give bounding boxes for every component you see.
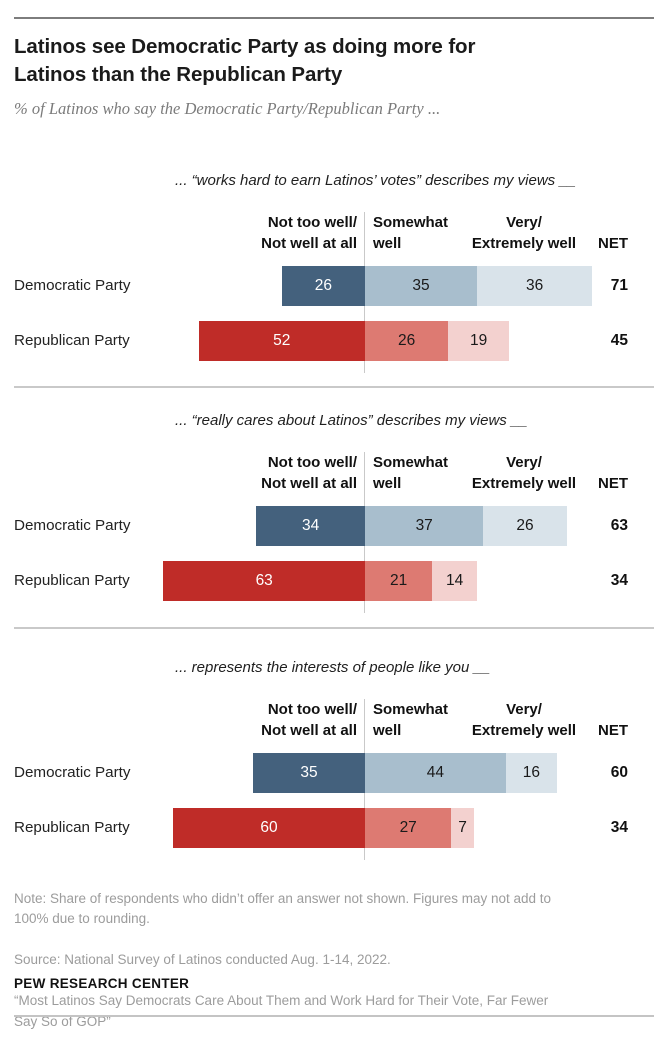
bottom-rule [14,1015,654,1017]
column-header-somewhat-well: Somewhat well [373,454,449,492]
row-label-republican: Republican Party [14,572,130,589]
net-value: 63 [610,517,628,534]
footer-report-title: “Most Latinos Say Democrats Care About T… [14,993,549,1029]
bar-segment-somewhat-well: 21 [365,561,433,601]
bar-segment-somewhat-well: 27 [365,808,452,848]
bar-row-democratic: Democratic Party 34 37 26 63 [0,506,668,546]
column-header-very-well: Very/ Extremely well [471,701,577,739]
bar-segment-somewhat-well: 44 [365,753,506,793]
row-label-republican: Republican Party [14,332,130,349]
footer-notes: Note: Share of respondents who didn’t of… [14,868,654,1039]
page-subtitle: % of Latinos who say the Democratic Part… [14,99,441,118]
bar-segment-not-well: 52 [198,321,365,361]
row-label-democratic: Democratic Party [14,277,131,294]
pew-research-center-wordmark: PEW RESEARCH CENTER [14,976,190,991]
bar-row-republican: Republican Party 52 26 19 45 [0,321,668,361]
column-header-somewhat-well: Somewhat well [373,701,449,739]
page-title: Latinos see Democratic Party as doing mo… [14,35,476,86]
section-separator [14,627,654,629]
section-title: ... represents the interests of people l… [175,659,491,676]
bar-row-democratic: Democratic Party 35 44 16 60 [0,753,668,793]
section-title: ... “works hard to earn Latinos’ votes” … [175,172,577,189]
column-header-not-well: Not too well/ Not well at all [261,214,357,252]
net-value: 45 [610,332,628,349]
chart-section-works-hard: ... “works hard to earn Latinos’ votes” … [0,172,668,374]
bar-segment-very-well: 14 [432,561,477,601]
column-header-net: NET [598,722,628,739]
net-value: 34 [610,572,628,589]
bar-segment-not-well: 60 [173,808,365,848]
bar-segment-very-well: 26 [483,506,567,546]
bar-segment-very-well: 19 [448,321,509,361]
chart-section-represents-interests: ... represents the interests of people l… [0,659,668,861]
bar-segment-not-well: 26 [281,266,365,306]
bar-row-democratic: Democratic Party 26 35 36 71 [0,266,668,306]
net-value: 60 [610,764,628,781]
column-header-very-well: Very/ Extremely well [471,454,577,492]
net-value: 71 [610,277,628,294]
column-header-not-well: Not too well/ Not well at all [261,454,357,492]
column-header-not-well: Not too well/ Not well at all [261,701,357,739]
bar-segment-somewhat-well: 26 [365,321,449,361]
bar-row-republican: Republican Party 60 27 7 34 [0,808,668,848]
bar-segment-very-well: 36 [477,266,593,306]
footer-source: Source: National Survey of Latinos condu… [14,952,391,967]
top-rule [14,17,654,19]
column-header-somewhat-well: Somewhat well [373,214,449,252]
bar-segment-not-well: 34 [256,506,365,546]
bar-segment-very-well: 7 [451,808,474,848]
bar-segment-somewhat-well: 35 [365,266,477,306]
row-label-democratic: Democratic Party [14,517,131,534]
bar-segment-very-well: 16 [505,753,557,793]
bar-segment-not-well: 35 [253,753,365,793]
net-value: 34 [610,819,628,836]
column-header-net: NET [598,235,628,252]
bar-segment-somewhat-well: 37 [365,506,484,546]
row-label-democratic: Democratic Party [14,764,131,781]
chart-section-really-cares: ... “really cares about Latinos” describ… [0,412,668,614]
row-label-republican: Republican Party [14,819,130,836]
section-title: ... “really cares about Latinos” describ… [175,412,528,429]
bar-row-republican: Republican Party 63 21 14 34 [0,561,668,601]
bar-segment-not-well: 63 [163,561,365,601]
footer-note: Note: Share of respondents who didn’t of… [14,890,552,927]
column-header-very-well: Very/ Extremely well [471,214,577,252]
column-header-net: NET [598,475,628,492]
section-separator [14,386,654,388]
